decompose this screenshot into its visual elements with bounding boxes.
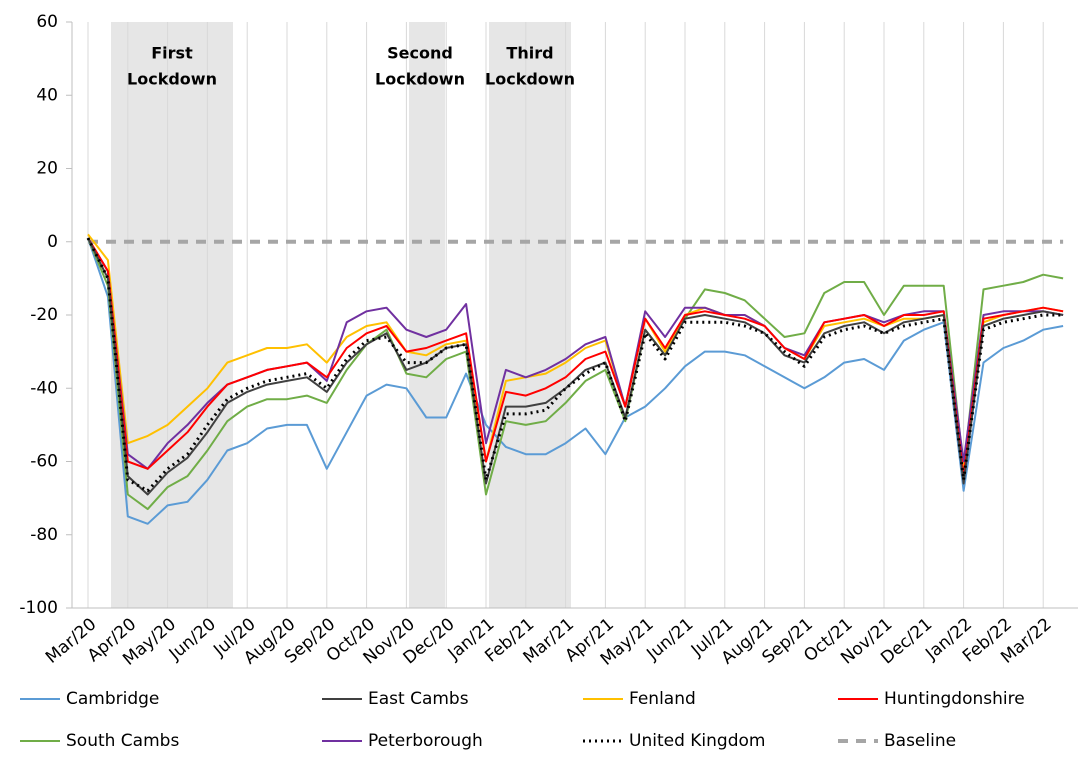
- legend-label: South Cambs: [66, 731, 179, 751]
- annotation: Lockdown: [485, 70, 575, 89]
- series-line: [87, 237, 1064, 470]
- y-tick-label: 0: [47, 232, 58, 252]
- series-line: [87, 237, 1064, 496]
- series-line: [87, 237, 1064, 511]
- y-tick-label: -60: [30, 452, 58, 472]
- y-tick-label: 60: [36, 12, 58, 32]
- series-line: [87, 233, 1064, 470]
- annotation: Lockdown: [375, 70, 465, 89]
- y-tick-label: -80: [30, 525, 58, 545]
- legend-label: Peterborough: [368, 731, 483, 751]
- legend-label: Fenland: [629, 689, 696, 709]
- annotation: Second: [387, 44, 453, 63]
- legend-label: United Kingdom: [629, 731, 765, 751]
- y-tick-label: -20: [30, 305, 58, 325]
- annotation: First: [151, 44, 193, 63]
- legend-label: Huntingdonshire: [884, 689, 1025, 709]
- legend-label: Cambridge: [66, 689, 159, 709]
- legend-label: East Cambs: [368, 689, 469, 709]
- y-tick-label: -100: [19, 598, 58, 618]
- series-line: [87, 237, 1064, 525]
- lockdown-shade: [409, 22, 445, 608]
- y-tick-label: 20: [36, 159, 58, 179]
- annotation: Third: [506, 44, 553, 63]
- y-tick-label: 40: [36, 85, 58, 105]
- series-line: [87, 237, 1064, 478]
- y-tick-label: -40: [30, 378, 58, 398]
- annotation: Lockdown: [127, 70, 217, 89]
- series-line: [86, 237, 1064, 493]
- lockdown-shade: [489, 22, 571, 608]
- legend-label: Baseline: [884, 731, 956, 751]
- lockdown-shade: [111, 22, 233, 608]
